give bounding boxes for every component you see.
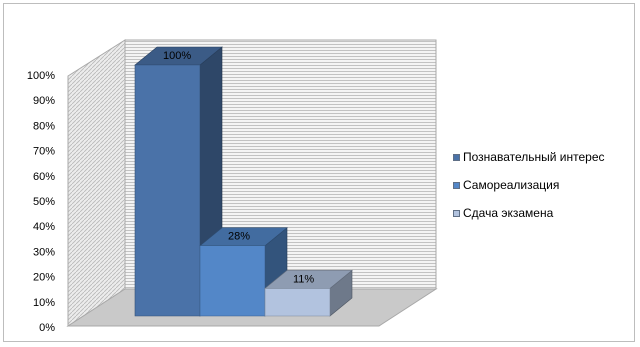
data-labels: 100% 28% 11% — [163, 50, 314, 285]
legend-swatch — [453, 181, 460, 189]
y-tick-label: 0% — [39, 322, 55, 334]
y-tick-label: 70% — [33, 146, 55, 158]
data-label: 28% — [228, 231, 250, 243]
bar-front — [134, 64, 201, 317]
legend-item: Сдача экзамена — [453, 199, 605, 227]
y-tick-label: 90% — [33, 95, 55, 107]
chart-side-wall — [67, 39, 126, 327]
legend-label: Сдача экзамена — [463, 206, 554, 220]
legend-label: Самореализация — [463, 178, 560, 192]
chart-legend: Познавательный интерес Самореализация Сд… — [453, 143, 605, 227]
y-tick-label: 80% — [33, 120, 55, 132]
bar-front — [264, 288, 331, 317]
legend-item: Самореализация — [453, 171, 605, 199]
legend-label: Познавательный интерес — [463, 150, 605, 164]
y-tick-label: 50% — [33, 196, 55, 208]
y-tick-label: 40% — [33, 221, 55, 233]
y-tick-label: 10% — [33, 297, 55, 309]
y-axis: 0% 10% 20% 30% 40% 50% 60% 70% 80% 90% 1… — [27, 70, 55, 334]
bar — [264, 269, 353, 317]
bar-front — [199, 245, 266, 317]
data-label: 11% — [293, 273, 314, 285]
legend-swatch — [453, 209, 460, 217]
y-tick-label: 60% — [33, 171, 55, 183]
y-tick-label: 20% — [33, 272, 55, 284]
legend-swatch — [453, 153, 460, 161]
data-label: 100% — [163, 50, 191, 62]
y-tick-label: 100% — [27, 70, 55, 82]
y-tick-label: 30% — [33, 246, 55, 258]
legend-item: Познавательный интерес — [453, 143, 605, 171]
bars — [134, 46, 353, 317]
